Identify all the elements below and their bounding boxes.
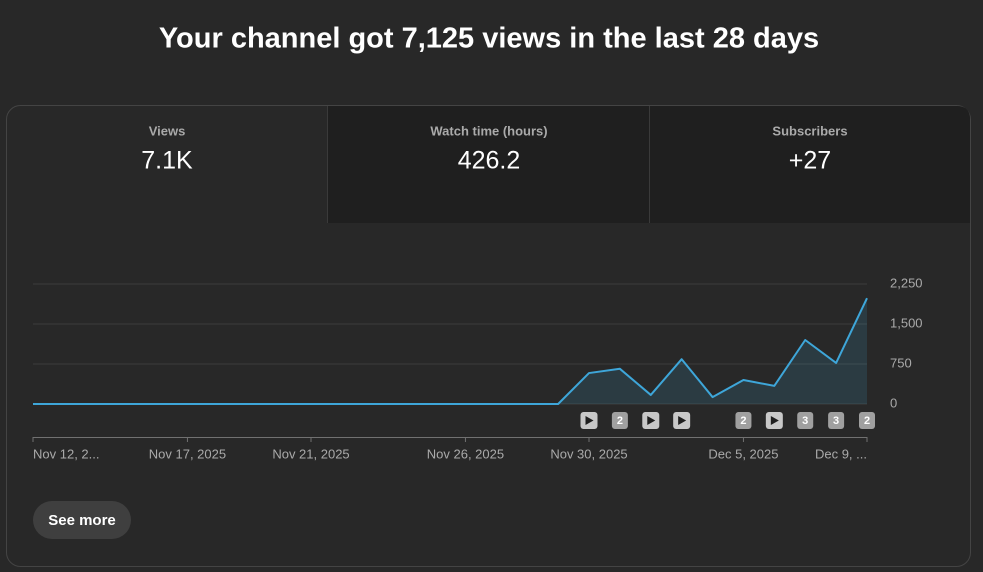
play-icon [585,416,594,425]
x-tick-label: Nov 12, 2... [33,446,99,461]
y-tick-label: 0 [890,395,897,410]
tab[interactable]: Watch time (hours) 426.2 [430,123,547,174]
x-tick-label: Nov 26, 2025 [427,446,504,461]
upload-count: 2 [864,415,870,427]
upload-marker[interactable]: 2 [735,412,752,429]
play-icon [770,416,779,425]
play-icon [678,416,687,425]
upload-badge [859,412,875,429]
page-title: Your channel got 7,125 views in the last… [159,23,819,55]
tab-label: Subscribers [772,123,847,138]
upload-count: 2 [740,415,746,427]
upload-badge [735,412,752,429]
upload-marker[interactable]: 2 [611,412,628,429]
upload-badge [611,412,628,429]
tab-value: 426.2 [458,147,521,175]
upload-count: 2 [617,415,623,427]
y-tick-label: 2,250 [890,275,923,290]
x-tick-label: Nov 30, 2025 [550,446,627,461]
upload-marker[interactable] [765,412,783,429]
tab[interactable]: Views 7.1K [141,123,193,174]
y-tick-label: 1,500 [890,315,923,330]
tab-bg[interactable] [328,106,649,223]
tab-value: +27 [789,147,831,175]
chart: 0 750 1,500 2,250 Nov 12, 2... Nov 17, 2025 No… [32,275,923,461]
line [33,297,868,405]
upload-badge [828,412,845,429]
tab-bg[interactable] [649,106,970,223]
tab-label: Watch time (hours) [430,123,547,138]
upload-marker[interactable] [580,412,598,429]
upload-count: 3 [833,415,839,427]
x-tick-label: Nov 17, 2025 [149,446,226,461]
x-tick-label: Nov 21, 2025 [272,446,349,461]
upload-marker[interactable]: 3 [828,412,845,429]
tab[interactable]: Subscribers +27 [772,123,847,174]
area [33,298,867,404]
upload-badge [797,412,814,429]
upload-marker[interactable] [642,412,660,429]
play-icon [647,416,656,425]
upload-marker[interactable] [673,412,691,429]
x-tick-label: Dec 5, 2025 [708,446,778,461]
upload-count: 3 [802,415,808,427]
upload-marker[interactable]: 3 [797,412,814,429]
upload-marker[interactable]: 2 [859,412,875,429]
tab-label: Views [149,123,186,138]
y-tick-label: 750 [890,355,912,370]
tab-value: 7.1K [141,147,193,175]
see-more-button[interactable] [33,501,131,539]
button-label: See more [48,512,116,529]
x-tick-label: Dec 9, ... [815,446,867,461]
